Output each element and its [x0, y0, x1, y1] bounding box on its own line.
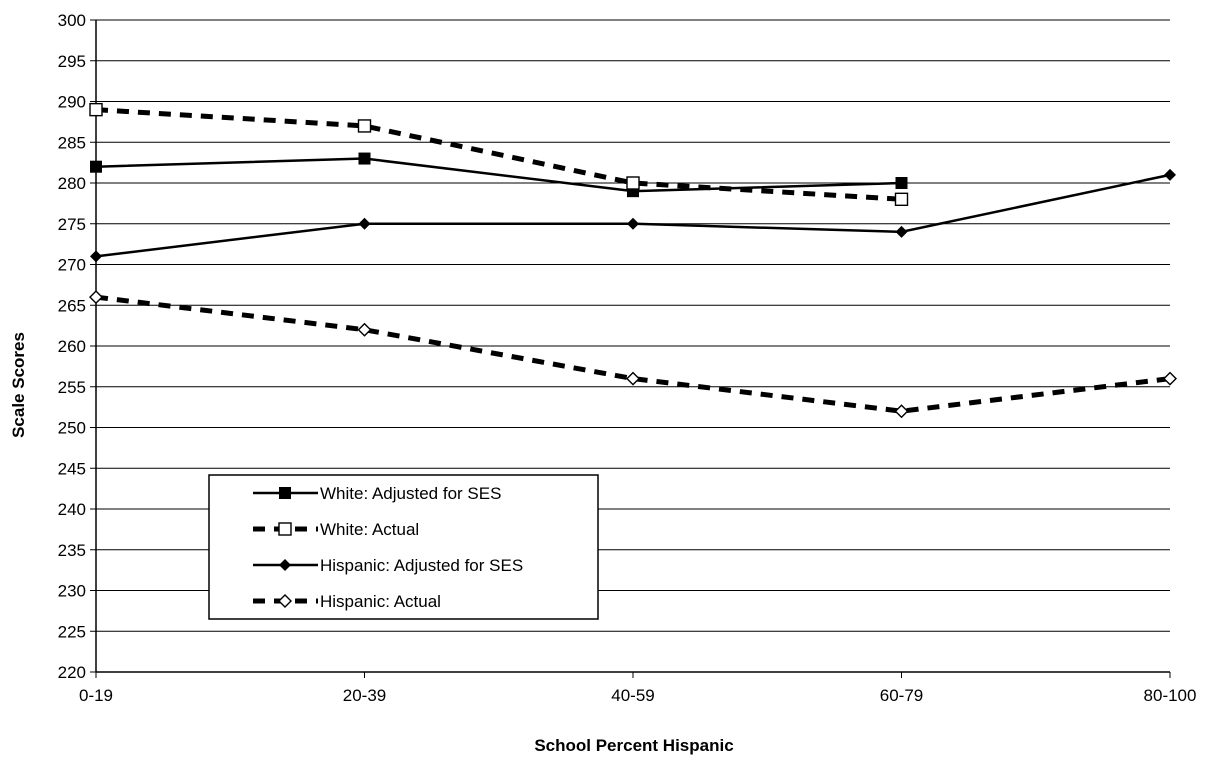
- y-tick-label: 250: [58, 419, 86, 438]
- legend-item: White: Actual: [253, 520, 419, 539]
- x-tick-label: 20-39: [343, 686, 386, 705]
- series-3: [90, 168, 1176, 263]
- legend-item: Hispanic: Adjusted for SES: [253, 556, 523, 575]
- data-point: [90, 250, 102, 263]
- x-tick-label: 40-59: [611, 686, 654, 705]
- y-tick-label: 260: [58, 337, 86, 356]
- y-tick-label: 265: [58, 296, 86, 315]
- y-tick-label: 230: [58, 582, 86, 601]
- y-tick-label: 255: [58, 378, 86, 397]
- legend: White: Adjusted for SES White: Actual Hisp…: [208, 474, 599, 620]
- y-tick-label: 240: [58, 500, 86, 519]
- legend-label: Hispanic: Adjusted for SES: [320, 556, 523, 575]
- data-point: [894, 404, 909, 419]
- data-point: [1163, 371, 1177, 386]
- y-tick-label: 245: [58, 459, 86, 478]
- y-tick-label: 285: [58, 133, 86, 152]
- series-2: [89, 102, 909, 207]
- legend-label: White: Adjusted for SES: [320, 484, 501, 503]
- data-point: [895, 225, 908, 238]
- data-point: [894, 192, 909, 207]
- data-point: [90, 160, 102, 173]
- y-axis-ticks: 220 225 230 235 240 245 250 255 260 265 270 275 280 2…: [58, 11, 96, 682]
- y-tick-label: 300: [58, 11, 86, 30]
- y-tick-label: 225: [58, 622, 86, 641]
- series-layer: [89, 102, 1177, 419]
- y-tick-label: 290: [58, 93, 86, 112]
- legend-label: Hispanic: Actual: [320, 592, 441, 611]
- legend-swatch-marker: [278, 594, 292, 608]
- data-point: [626, 371, 640, 386]
- y-tick-label: 275: [58, 215, 86, 234]
- legend-swatch-marker: [279, 559, 291, 571]
- y-tick-label: 220: [58, 663, 86, 682]
- data-point: [1164, 168, 1176, 181]
- series-4: [89, 290, 1177, 419]
- legend-item: White: Adjusted for SES: [253, 484, 501, 503]
- legend-label: White: Actual: [320, 520, 419, 539]
- legend-item: Hispanic: Actual: [253, 592, 441, 611]
- data-point: [357, 119, 372, 133]
- data-point: [895, 177, 908, 189]
- x-axis-title: School Percent Hispanic: [534, 736, 733, 755]
- y-tick-label: 235: [58, 541, 86, 560]
- legend-swatch-marker: [278, 522, 292, 536]
- x-tick-label: 60-79: [880, 686, 923, 705]
- series-line: [95, 157, 902, 193]
- series-line: [95, 107, 902, 202]
- y-axis-title: Scale Scores: [9, 332, 28, 438]
- data-point: [89, 102, 103, 117]
- data-point: [89, 290, 103, 305]
- legend-box: [208, 474, 599, 620]
- x-axis-ticks: 0-19 20-39 40-59 60-79 80-100: [79, 672, 1196, 705]
- x-tick-label: 0-19: [79, 686, 113, 705]
- axes: [95, 20, 1170, 673]
- y-tick-label: 295: [58, 52, 86, 71]
- y-tick-label: 280: [58, 174, 86, 193]
- legend-swatch-marker: [279, 487, 291, 499]
- data-point: [626, 176, 640, 190]
- x-tick-label: 80-100: [1144, 686, 1197, 705]
- data-point: [357, 322, 372, 337]
- series-line: [95, 294, 1171, 414]
- data-point: [358, 152, 371, 165]
- data-point: [627, 217, 639, 230]
- data-point: [358, 217, 371, 230]
- y-tick-label: 270: [58, 256, 86, 275]
